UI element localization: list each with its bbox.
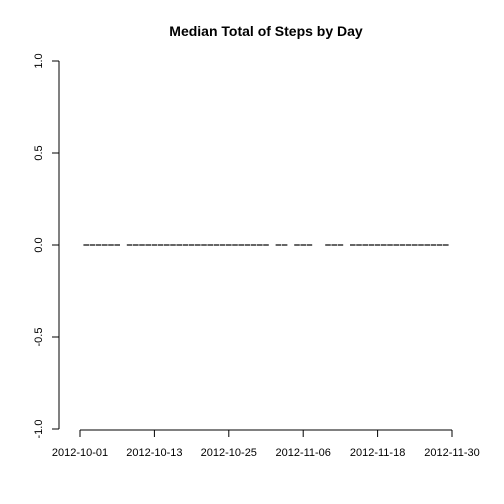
- chart-title: Median Total of Steps by Day: [169, 23, 363, 39]
- x-tick-label: 2012-11-18: [350, 447, 405, 459]
- x-tick-label: 2012-11-06: [275, 447, 330, 459]
- x-axis: 2012-10-01 2012-10-13 2012-10-25 2012-11-06…: [52, 430, 480, 459]
- y-tick-label: -0.5: [33, 328, 45, 347]
- x-tick-label: 2012-11-30: [424, 447, 479, 459]
- x-tick-label: 2012-10-25: [201, 447, 257, 459]
- y-axis: -1.0 -0.5 0.0 0.5 1.0: [33, 53, 59, 438]
- y-tick-label: 1.0: [33, 53, 45, 68]
- x-tick-label: 2012-10-13: [126, 447, 182, 459]
- x-tick-label: 2012-10-01: [52, 447, 108, 459]
- y-tick-label: -1.0: [33, 420, 45, 439]
- y-tick-label: 0.5: [33, 145, 45, 160]
- y-tick-label: 0.0: [33, 237, 45, 252]
